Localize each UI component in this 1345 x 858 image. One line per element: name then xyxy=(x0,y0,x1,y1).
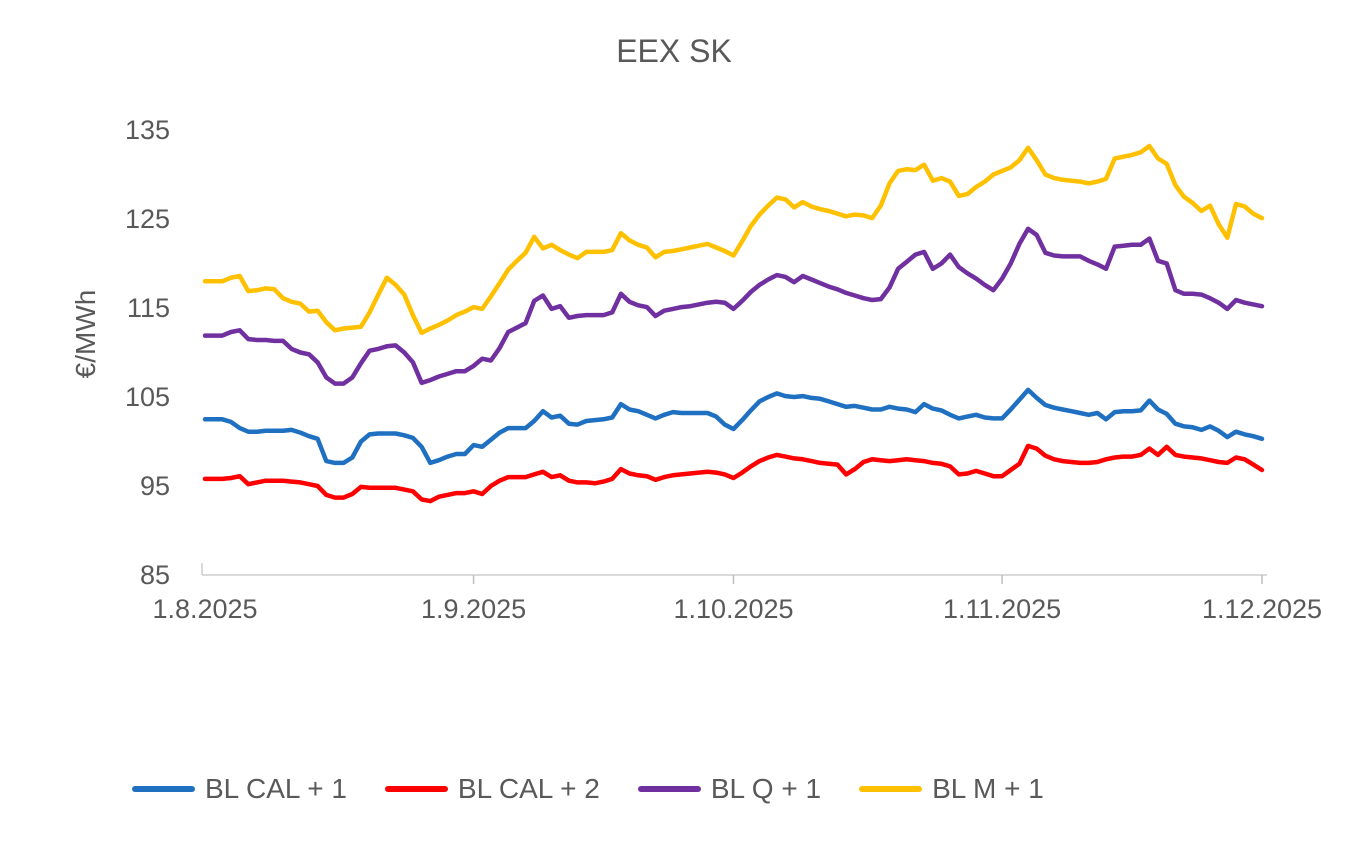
legend-label: BL CAL + 2 xyxy=(457,773,600,804)
x-tick-label: 1.9.2025 xyxy=(421,594,527,624)
legend-item-bl-q-+-1: BL Q + 1 xyxy=(637,772,822,806)
legend-item-bl-m-+-1: BL M + 1 xyxy=(859,772,1044,806)
y-tick-label: 95 xyxy=(139,471,170,501)
legend-label: BL M + 1 xyxy=(932,773,1044,804)
legend-line-swatch xyxy=(637,786,701,792)
legend-item-bl-cal-+-1: BL CAL + 1 xyxy=(132,772,347,806)
legend-line-swatch xyxy=(384,786,448,792)
legend-item-bl-cal-+-2: BL CAL + 2 xyxy=(384,772,600,806)
x-tick-label: 1.11.2025 xyxy=(943,594,1062,624)
series-line-bl-cal-+-2 xyxy=(202,443,1265,504)
legend-line-swatch xyxy=(859,786,923,792)
x-tick-label: 1.12.2025 xyxy=(1201,594,1323,624)
series-line-bl-cal-+-1 xyxy=(202,387,1265,466)
chart-title: EEX SK xyxy=(616,33,732,69)
legend-label: BL CAL + 1 xyxy=(205,773,347,804)
series-line-bl-q-+-1 xyxy=(202,226,1265,386)
legend-label: BL Q + 1 xyxy=(710,773,822,804)
y-tick-label: 135 xyxy=(124,115,170,145)
legend-line-swatch xyxy=(132,786,195,792)
chart-legend: BL CAL + 1 BL CAL + 2 BL Q + 1 BL M + 1 xyxy=(132,772,1044,806)
y-tick-label: 115 xyxy=(126,293,170,323)
y-tick-label: 125 xyxy=(124,204,170,234)
series-line-bl-m-+-1 xyxy=(202,143,1265,336)
y-tick-label: 105 xyxy=(124,382,170,412)
x-tick-label: 1.10.2025 xyxy=(673,594,794,624)
y-tick-label: 85 xyxy=(139,560,170,590)
x-tick-label: 1.8.2025 xyxy=(152,594,258,624)
